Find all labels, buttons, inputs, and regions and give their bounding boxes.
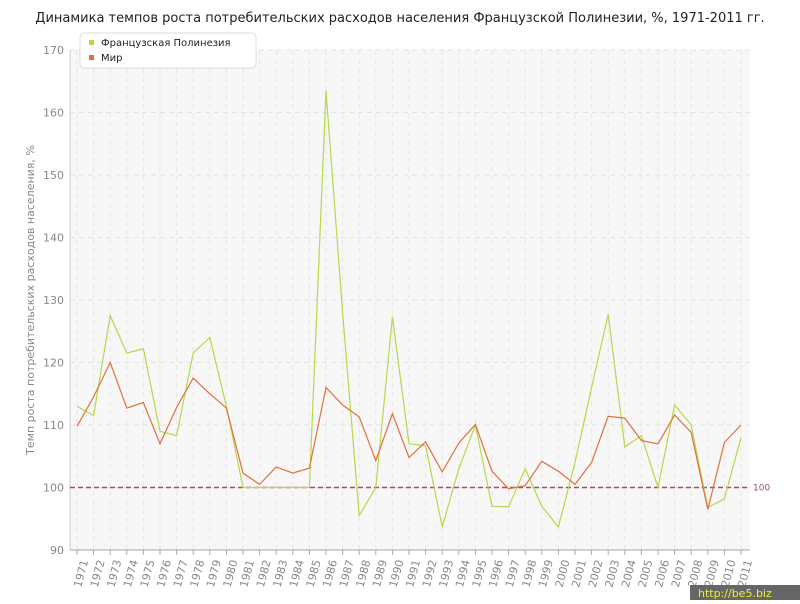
legend-swatch <box>89 55 94 60</box>
y-tick-label: 110 <box>43 419 64 432</box>
legend-box <box>79 32 257 69</box>
watermark-bg <box>690 585 800 600</box>
plot-area <box>70 50 750 550</box>
watermark: http://be5.biz <box>698 587 772 600</box>
legend: Французская Полинезия Мир <box>79 32 257 69</box>
y-tick-label: 150 <box>43 169 64 182</box>
y-tick-label: 100 <box>43 482 64 495</box>
chart-title: Динамика темпов роста потребительских ра… <box>35 11 764 26</box>
y-tick-label: 160 <box>43 107 64 120</box>
series-line <box>76 360 742 510</box>
y-tick-label: 120 <box>43 357 64 370</box>
legend-swatch <box>89 40 94 45</box>
legend-label: Французская Полинезия <box>101 38 231 49</box>
y-axis-label: Темп роста потребительских расходов насе… <box>24 145 37 456</box>
y-tick-label: 90 <box>50 544 64 557</box>
reference-label: 100 <box>753 484 770 494</box>
y-tick-label: 170 <box>43 44 64 57</box>
y-tick-label: 140 <box>43 232 64 245</box>
series-line <box>76 90 742 529</box>
x-tick-label: 2011 <box>735 558 755 588</box>
y-tick-label: 130 <box>43 294 64 307</box>
legend-label: Мир <box>101 53 122 64</box>
